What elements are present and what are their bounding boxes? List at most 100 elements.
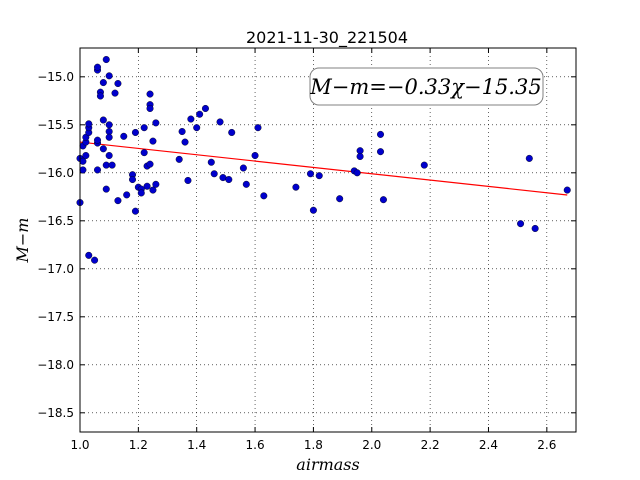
data-point (219, 174, 227, 182)
data-point (178, 128, 186, 136)
data-point (254, 124, 262, 132)
data-point (149, 186, 157, 194)
data-point (99, 79, 107, 87)
fit-line (79, 141, 568, 196)
data-point (292, 183, 300, 191)
data-point (79, 166, 87, 174)
y-tick-label: −17.0 (37, 262, 74, 276)
x-tick-labels: 1.0 1.2 1.4 1.6 1.8 2.0 2.2 2.4 2.6 (70, 438, 556, 452)
data-point (105, 152, 113, 160)
grid-lines (79, 48, 576, 432)
data-point (94, 136, 102, 144)
data-point (228, 128, 236, 136)
data-point (114, 80, 122, 88)
data-point (123, 191, 131, 199)
fit-equation: M−m=−0.33χ−15.35 (309, 75, 541, 99)
data-point (105, 133, 113, 141)
data-point (91, 256, 99, 264)
data-point (94, 166, 102, 174)
data-point (143, 182, 151, 190)
data-point (146, 104, 154, 112)
y-tick-label: −18.0 (37, 358, 74, 372)
data-point (420, 161, 428, 169)
x-tick-label: 1.0 (70, 438, 89, 452)
data-point (193, 124, 201, 132)
y-tick-labels: −15.0 −15.5 −16.0 −16.5 −17.0 −17.5 −18.0 −18.5 (37, 70, 74, 420)
data-point (131, 128, 139, 136)
axis-ticks (79, 48, 576, 432)
data-point (114, 197, 122, 205)
data-point (239, 164, 247, 172)
chart-title: 2021-11-30_221504 (246, 28, 408, 48)
data-point (102, 161, 110, 169)
data-point (99, 145, 107, 153)
data-point (225, 176, 233, 184)
data-point (175, 155, 183, 163)
data-point (377, 130, 385, 138)
y-tick-label: −16.5 (37, 214, 74, 228)
plot-frame (79, 47, 577, 433)
data-point (184, 176, 192, 184)
data-point (102, 185, 110, 193)
data-point (140, 149, 148, 157)
fit-annotation-box (309, 67, 544, 106)
data-point (251, 152, 259, 160)
x-axis-label: airmass (296, 455, 359, 474)
data-point (525, 154, 533, 162)
data-point (152, 180, 160, 188)
x-tick-label: 1.4 (187, 438, 206, 452)
data-point (336, 195, 344, 203)
data-point (105, 72, 113, 80)
y-tick-label: −15.5 (37, 118, 74, 132)
data-point (146, 160, 154, 168)
data-point (149, 137, 157, 145)
data-point (353, 169, 361, 177)
data-point (216, 118, 224, 126)
data-point (99, 116, 107, 124)
data-point (207, 158, 215, 166)
data-point (187, 115, 195, 123)
data-point (563, 186, 571, 194)
data-point (315, 172, 323, 180)
data-point (105, 121, 113, 129)
data-point (242, 180, 250, 188)
data-point (94, 63, 102, 71)
data-point (152, 119, 160, 127)
data-point (181, 138, 189, 146)
data-point (309, 206, 317, 214)
data-point (531, 224, 539, 232)
x-tick-label: 1.2 (129, 438, 148, 452)
data-point (85, 251, 93, 259)
data-point (96, 92, 104, 100)
data-point (210, 170, 218, 178)
data-point (140, 124, 148, 132)
y-tick-label: −16.0 (37, 166, 74, 180)
data-point (85, 120, 93, 128)
data-point (356, 152, 364, 160)
data-point (129, 176, 137, 184)
data-point (377, 148, 385, 156)
data-point (102, 56, 110, 64)
y-tick-label: −15.0 (37, 70, 74, 84)
data-point (137, 189, 145, 197)
data-point (120, 132, 128, 140)
data-point (306, 170, 314, 178)
data-point (131, 207, 139, 215)
x-tick-label: 1.8 (304, 438, 323, 452)
data-point (517, 220, 525, 228)
data-point (82, 152, 90, 160)
y-tick-label: −18.5 (37, 406, 74, 420)
y-tick-label: −17.5 (37, 310, 74, 324)
data-point (379, 196, 387, 204)
x-tick-label: 2.4 (479, 438, 498, 452)
y-axis-label: M−m (13, 218, 32, 264)
data-point (196, 110, 204, 118)
x-tick-label: 2.0 (362, 438, 381, 452)
data-point (111, 89, 119, 97)
x-tick-label: 1.6 (246, 438, 265, 452)
data-points (76, 56, 571, 264)
data-point (79, 157, 87, 165)
data-point (260, 192, 268, 200)
x-tick-label: 2.2 (421, 438, 440, 452)
